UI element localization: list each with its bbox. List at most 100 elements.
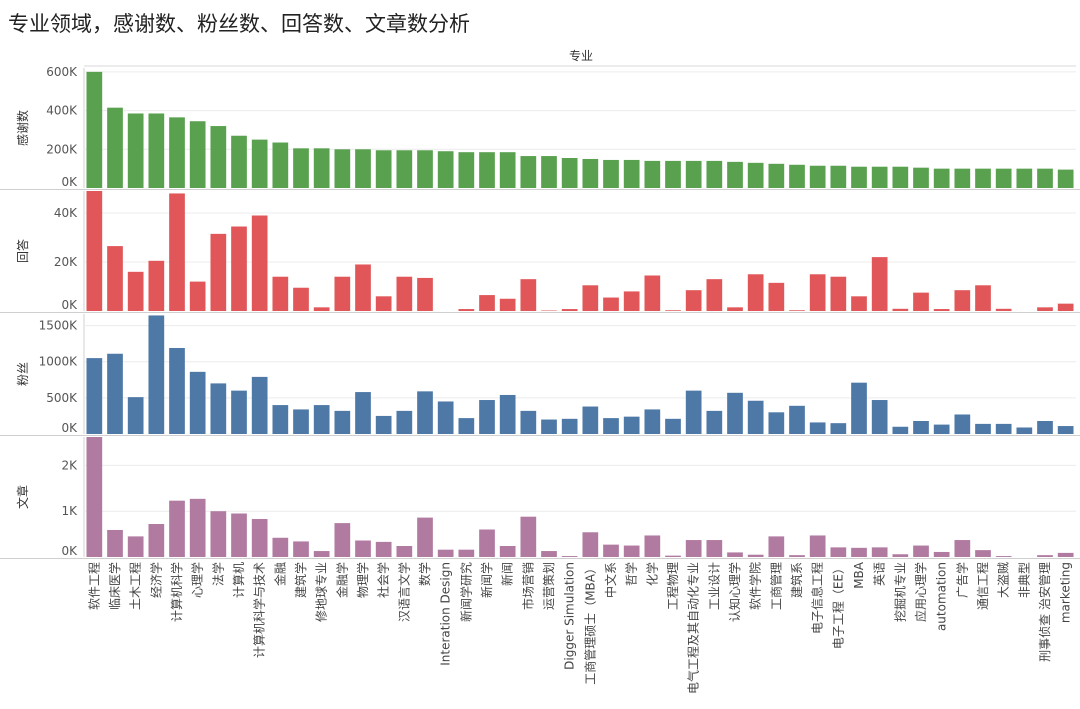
bar-1-8[interactable] xyxy=(231,135,247,188)
bar-1-21[interactable] xyxy=(499,152,516,188)
bar-4-35[interactable] xyxy=(789,555,805,557)
bar-2-45[interactable] xyxy=(995,308,1012,311)
bar-2-15[interactable] xyxy=(375,296,392,311)
bar-4-23[interactable] xyxy=(541,551,557,557)
bar-4-21[interactable] xyxy=(499,546,516,557)
bar-2-29[interactable] xyxy=(665,310,681,311)
bar-1-7[interactable] xyxy=(210,126,227,188)
bar-2-33[interactable] xyxy=(747,274,764,311)
bar-3-34[interactable] xyxy=(768,412,785,434)
bar-4-12[interactable] xyxy=(313,551,330,557)
bar-1-38[interactable] xyxy=(851,166,867,188)
bar-3-27[interactable] xyxy=(623,416,640,434)
bar-3-3[interactable] xyxy=(127,397,144,434)
bar-1-16[interactable] xyxy=(396,150,413,188)
bar-2-36[interactable] xyxy=(809,274,826,311)
bar-2-43[interactable] xyxy=(954,290,971,311)
bar-4-3[interactable] xyxy=(127,536,144,557)
bar-3-14[interactable] xyxy=(355,392,371,434)
bar-4-7[interactable] xyxy=(210,511,227,557)
bar-1-43[interactable] xyxy=(954,168,971,188)
bar-3-44[interactable] xyxy=(975,423,991,434)
bar-1-32[interactable] xyxy=(727,161,743,188)
bar-3-48[interactable] xyxy=(1057,426,1074,434)
bar-4-39[interactable] xyxy=(871,547,888,557)
bar-2-34[interactable] xyxy=(768,282,785,311)
bar-3-11[interactable] xyxy=(293,409,309,434)
bar-4-41[interactable] xyxy=(913,545,929,557)
bar-4-16[interactable] xyxy=(396,546,413,557)
bar-2-19[interactable] xyxy=(458,309,475,311)
bar-3-22[interactable] xyxy=(520,410,537,434)
bar-3-20[interactable] xyxy=(479,400,495,434)
bar-2-31[interactable] xyxy=(706,279,723,311)
bar-4-48[interactable] xyxy=(1057,552,1074,557)
bar-4-28[interactable] xyxy=(644,535,661,557)
bar-1-25[interactable] xyxy=(582,158,599,188)
bar-2-44[interactable] xyxy=(975,285,991,311)
bar-4-38[interactable] xyxy=(851,547,867,557)
bar-2-9[interactable] xyxy=(251,215,268,311)
bar-4-22[interactable] xyxy=(520,516,537,557)
bar-4-8[interactable] xyxy=(231,513,247,557)
bar-3-38[interactable] xyxy=(851,382,867,434)
bar-3-26[interactable] xyxy=(603,418,619,434)
bar-1-31[interactable] xyxy=(706,160,723,188)
bar-3-36[interactable] xyxy=(809,422,826,434)
bar-3-4[interactable] xyxy=(148,315,165,434)
bar-4-6[interactable] xyxy=(189,498,206,557)
bar-4-31[interactable] xyxy=(706,540,723,557)
bar-4-1[interactable] xyxy=(86,437,103,557)
bar-4-37[interactable] xyxy=(830,547,847,557)
bar-2-14[interactable] xyxy=(355,264,371,311)
bar-1-44[interactable] xyxy=(975,168,991,188)
bar-1-3[interactable] xyxy=(127,113,144,188)
bar-3-29[interactable] xyxy=(665,418,681,434)
bar-3-6[interactable] xyxy=(189,371,206,434)
bar-2-4[interactable] xyxy=(148,260,165,311)
bar-3-40[interactable] xyxy=(892,426,909,434)
bar-3-41[interactable] xyxy=(913,420,929,434)
bar-1-30[interactable] xyxy=(685,160,702,188)
bar-3-46[interactable] xyxy=(1016,427,1033,434)
bar-2-6[interactable] xyxy=(189,281,206,311)
bar-4-20[interactable] xyxy=(479,529,495,557)
bar-4-47[interactable] xyxy=(1037,555,1053,557)
bar-2-35[interactable] xyxy=(789,310,805,311)
bar-1-4[interactable] xyxy=(148,113,165,188)
bar-3-18[interactable] xyxy=(437,401,454,434)
bar-3-19[interactable] xyxy=(458,418,475,434)
bar-1-27[interactable] xyxy=(623,159,640,188)
bar-2-30[interactable] xyxy=(685,290,702,311)
bar-4-19[interactable] xyxy=(458,549,475,557)
bar-3-35[interactable] xyxy=(789,405,805,434)
bar-1-33[interactable] xyxy=(747,162,764,188)
bar-1-15[interactable] xyxy=(375,150,392,188)
bar-1-36[interactable] xyxy=(809,165,826,188)
bar-2-27[interactable] xyxy=(623,291,640,311)
bar-4-33[interactable] xyxy=(747,554,764,557)
bar-1-22[interactable] xyxy=(520,156,537,188)
bar-3-24[interactable] xyxy=(561,418,578,434)
bar-1-12[interactable] xyxy=(313,148,330,188)
bar-3-31[interactable] xyxy=(706,410,723,434)
bar-2-26[interactable] xyxy=(603,297,619,311)
bar-3-2[interactable] xyxy=(107,353,123,434)
bar-1-35[interactable] xyxy=(789,164,805,188)
bar-2-22[interactable] xyxy=(520,279,537,311)
bar-3-23[interactable] xyxy=(541,419,557,434)
bar-2-39[interactable] xyxy=(871,257,888,311)
bar-3-12[interactable] xyxy=(313,405,330,434)
bar-2-11[interactable] xyxy=(293,287,309,311)
bar-3-21[interactable] xyxy=(499,394,516,434)
bar-4-44[interactable] xyxy=(975,550,991,557)
bar-4-32[interactable] xyxy=(727,552,743,557)
bar-3-32[interactable] xyxy=(727,392,743,434)
bar-1-2[interactable] xyxy=(107,107,123,188)
bar-1-13[interactable] xyxy=(334,149,351,188)
bar-1-40[interactable] xyxy=(892,166,909,188)
bar-1-5[interactable] xyxy=(169,117,185,188)
bar-2-8[interactable] xyxy=(231,226,247,311)
bar-1-41[interactable] xyxy=(913,167,929,188)
bar-3-17[interactable] xyxy=(417,391,433,434)
